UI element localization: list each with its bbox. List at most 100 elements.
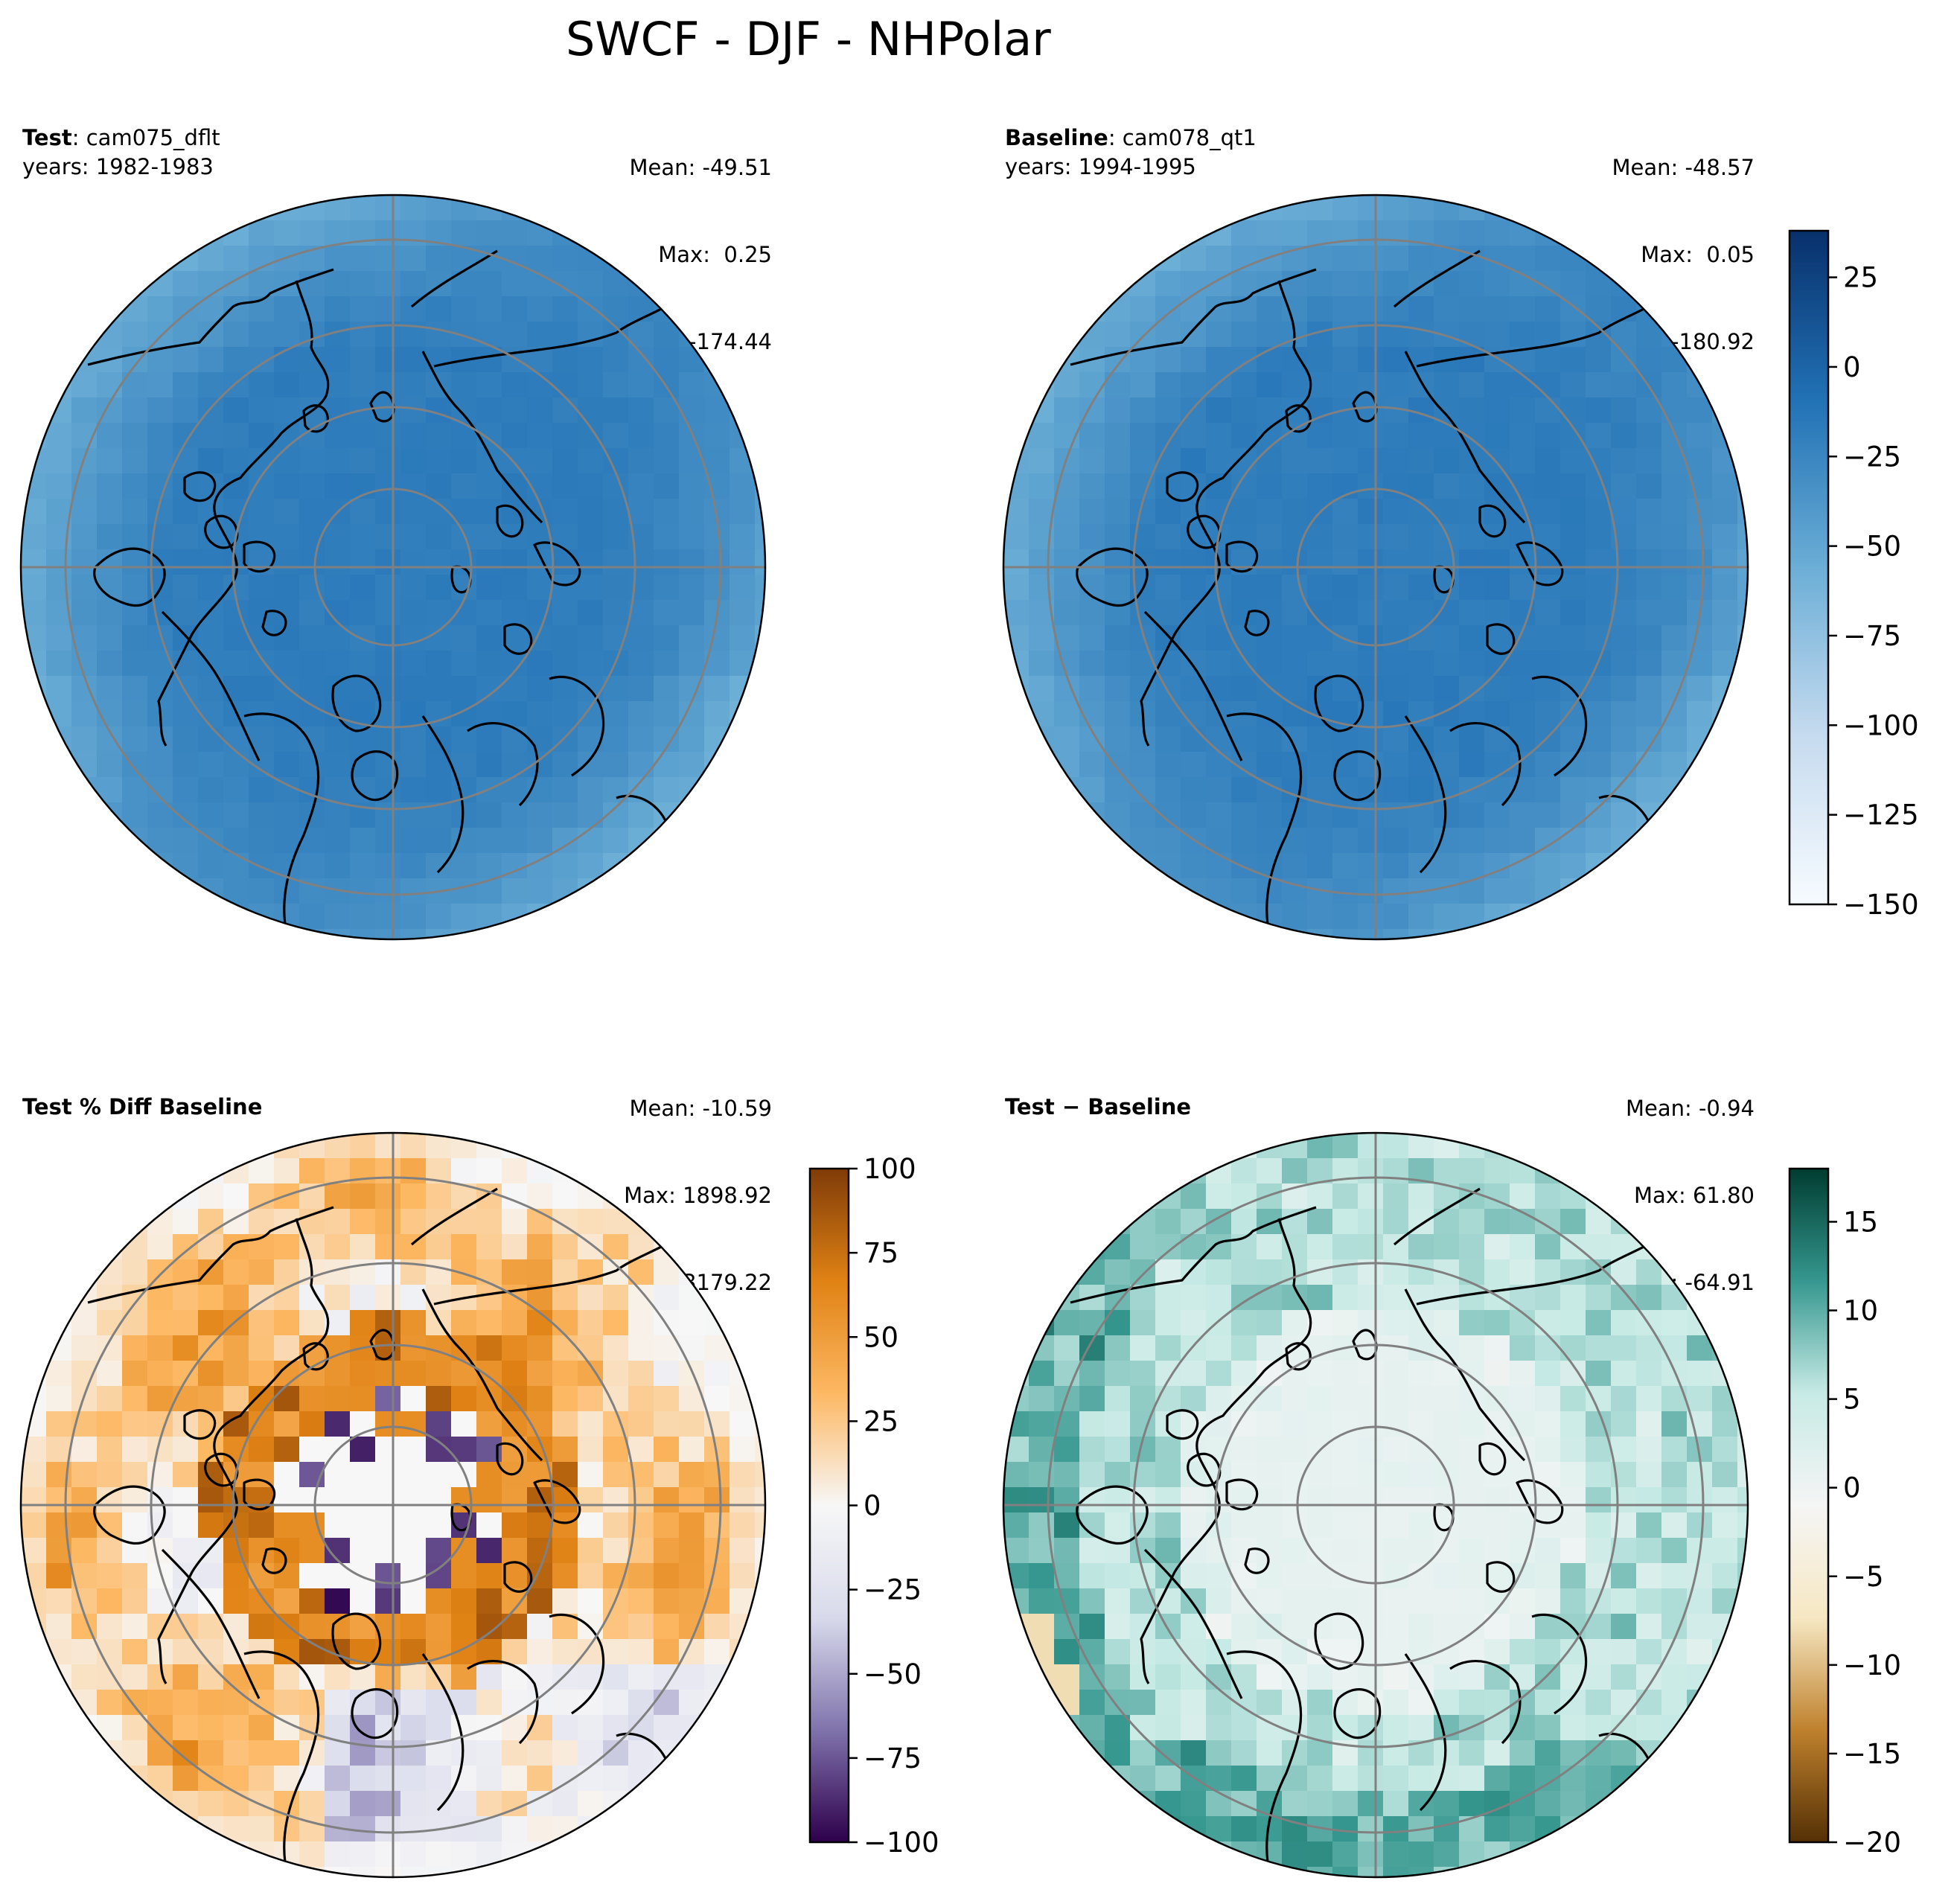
grid-cell [1307,1791,1333,1817]
grid-cell [1307,676,1333,702]
grid-cell [1181,1209,1207,1235]
grid-cell [1307,777,1333,803]
grid-cell [1181,1462,1207,1488]
coastline [421,1288,543,1462]
grid-cell [1130,1690,1156,1716]
grid-cell [46,1588,72,1614]
grid-cell [249,1588,275,1614]
panel-test-header: Test: cam075_dflt years: 1982-1983 [22,124,220,182]
grid-cell [1155,372,1181,398]
grid-cell [1307,1158,1333,1184]
grid-cell [274,549,300,575]
grid-cell [223,347,249,373]
grid-cell [122,676,148,702]
grid-cell [426,1285,452,1311]
grid-cell [1231,448,1257,474]
grid-cell [730,1639,756,1665]
grid-cell [1434,651,1460,677]
grid-cell [1383,1563,1409,1589]
grid-cell [1155,271,1181,297]
grid-cell [628,397,654,424]
grid-cell [1434,1411,1460,1437]
coastline [1140,280,1312,747]
grid-cell [46,1361,72,1387]
grid-cell [71,575,98,601]
grid-cell [1586,1487,1612,1513]
colorbar-tick-label: −100 [1843,709,1919,741]
grid-cell [1257,1462,1283,1488]
grid-cell [198,1639,224,1665]
grid-cell [578,549,604,575]
grid-cell [249,777,275,803]
grid-cell [21,423,47,449]
grid-cell [1459,904,1485,930]
grid-cell [400,777,427,803]
grid-cell [147,1335,173,1361]
grid-cell [1282,1690,1308,1716]
grid-cell [1383,853,1409,879]
grid-cell [1054,726,1080,753]
grid-cell [1560,575,1586,601]
grid-cell [755,1487,765,1513]
grid-cell [1535,1816,1561,1842]
grid-cell [426,853,452,879]
grid-cell [21,676,47,702]
grid-cell [400,1766,427,1792]
coastline [433,298,680,368]
grid-cell [1332,448,1359,474]
grid-cell [1231,878,1257,904]
grid-cell [1712,1462,1738,1488]
grid-cell [1307,1614,1333,1640]
grid-cell [1586,296,1612,322]
grid-cell [1358,802,1384,828]
grid-cell [223,600,249,626]
grid-cell [1459,271,1485,297]
grid-cell [1206,802,1232,828]
grid-cell [1155,1715,1181,1741]
grid-cell [1535,1234,1561,1260]
grid-cell [628,1639,654,1665]
grid-cell [1206,752,1232,778]
grid-cell [527,1259,553,1285]
grid-cell [679,397,705,424]
grid-cell [122,549,148,575]
grid-cell [1358,878,1384,904]
grid-cell [1459,473,1485,499]
grid-cell [1636,600,1662,626]
colorbar-tick-label: −5 [1843,1561,1884,1593]
grid-cell [1307,1209,1333,1235]
grid-cell [476,1285,502,1311]
grid-cell [1586,1538,1612,1564]
grid-cell [46,1563,72,1589]
grid-cell [21,549,47,575]
grid-cell [173,1285,199,1311]
grid-cell [1712,600,1738,626]
grid-cell [1332,1816,1359,1842]
grid-cell [1332,524,1359,550]
grid-cell [502,575,528,601]
grid-cell [1611,802,1637,828]
grid-cell [1459,929,1485,939]
grid-cell [730,1487,756,1513]
grid-cell [122,1386,148,1412]
grid-cell [21,625,47,651]
grid-cell [1358,1664,1384,1690]
grid-cell [1029,1437,1055,1463]
grid-cell [552,1715,578,1741]
grid-cell [1358,296,1384,322]
grid-cell [1383,929,1409,939]
grid-cell [730,397,756,424]
grid-cell [1560,1437,1586,1463]
grid-cell [350,195,376,221]
colorbar-tick-label: −75 [863,1742,922,1774]
grid-cell [122,726,148,753]
grid-cell [451,220,477,246]
grid-cell [527,1639,553,1665]
grid-cell [71,499,98,525]
grid-cell [1586,1310,1612,1336]
grid-cell [21,1512,47,1539]
grid-cell [97,676,123,702]
grid-cell [502,1690,528,1716]
grid-cell [173,1487,199,1513]
grid-cell [173,1437,199,1463]
